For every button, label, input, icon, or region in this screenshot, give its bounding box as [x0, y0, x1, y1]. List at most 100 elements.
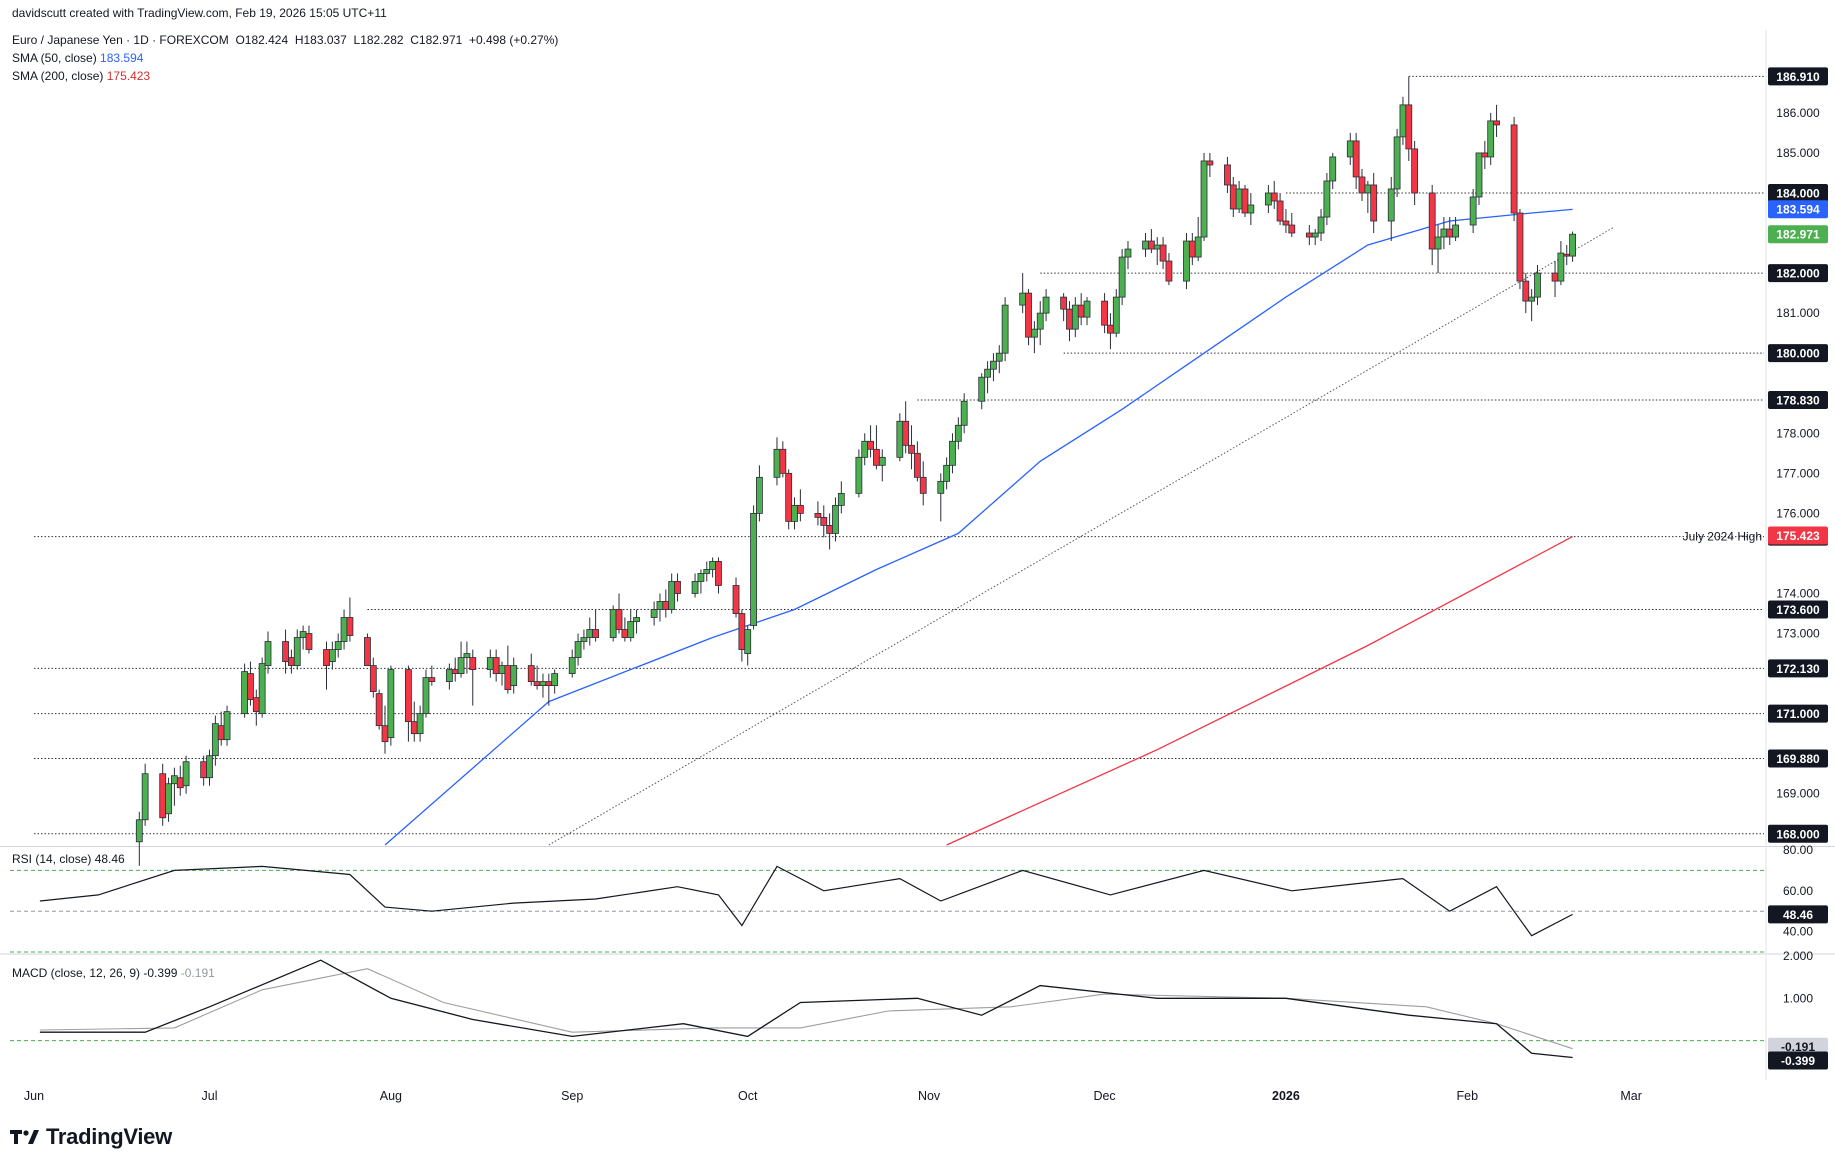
candle-body	[340, 617, 348, 642]
candle-body	[527, 665, 535, 682]
candle-body	[1025, 292, 1032, 338]
candle-down	[469, 649, 477, 706]
candle-down	[288, 649, 295, 674]
candle-body	[1188, 240, 1196, 258]
candle-body	[1060, 296, 1068, 310]
candle-body	[176, 777, 184, 789]
chart-credit: davidscutt created with TradingView.com,…	[12, 6, 387, 20]
candle-up	[943, 457, 951, 490]
candle-up	[1264, 184, 1272, 214]
candle-up	[498, 661, 506, 686]
candle-down	[1101, 293, 1108, 334]
candle-up	[697, 569, 705, 594]
candle-body	[995, 352, 1003, 362]
candle-body	[1475, 152, 1483, 198]
candle-up	[703, 561, 711, 582]
candle-body	[656, 601, 664, 610]
sma200-legend[interactable]: SMA (200, close) 175.423	[12, 69, 150, 83]
candle-down	[820, 505, 828, 538]
candle-body	[1112, 296, 1120, 334]
candle-body	[445, 669, 453, 682]
rsi-pane	[10, 865, 1764, 953]
candle-body	[738, 613, 746, 650]
candle-body	[159, 773, 167, 819]
candle-down	[252, 689, 260, 726]
candle-down	[785, 469, 793, 530]
candle-down	[1516, 209, 1524, 290]
candle-body	[1241, 188, 1249, 214]
candle-down	[779, 441, 787, 478]
candle-body	[919, 476, 927, 494]
candle-up	[627, 609, 635, 642]
macd-legend[interactable]: MACD (close, 12, 26, 9) -0.399 -0.191	[12, 966, 215, 980]
candle-body	[1077, 304, 1085, 318]
candle-body	[779, 448, 787, 474]
candle-up	[580, 629, 588, 650]
candle-down	[1551, 261, 1559, 298]
candle-body	[422, 677, 430, 715]
symbol-name[interactable]: Euro / Japanese Yen · 1D · FOREXCOM	[12, 33, 229, 47]
candle-body	[621, 629, 629, 638]
candle-up	[668, 573, 676, 614]
level-price-label-bg	[1768, 600, 1828, 619]
candle-down	[867, 425, 874, 458]
candle-up	[1112, 289, 1120, 338]
sma50-legend[interactable]: SMA (50, close) 183.594	[12, 51, 143, 65]
candle-body	[902, 420, 910, 446]
candle-body	[135, 819, 143, 843]
candle-body	[1534, 272, 1541, 298]
candle-down	[1060, 293, 1068, 322]
price-axis[interactable]: 169.000 171.000 172.130 173.000 174.000 175.4…	[1768, 67, 1828, 1070]
candle-down	[738, 609, 746, 662]
candle-body	[1030, 328, 1038, 338]
level-price-label-bg	[1768, 344, 1828, 363]
candle-down	[1270, 180, 1278, 210]
current-price-label: 182.971	[1776, 228, 1820, 242]
tradingview-logo[interactable]: TradingView	[10, 1124, 172, 1150]
candle-up	[837, 481, 845, 514]
candle-down	[247, 661, 254, 706]
candle-body	[1399, 104, 1407, 138]
candle-down	[1241, 184, 1249, 218]
candle-up	[574, 633, 582, 666]
candle-body	[837, 492, 845, 506]
time-tick-label: Jul	[202, 1089, 218, 1103]
candle-body	[504, 665, 512, 691]
candle-body	[1019, 292, 1027, 306]
candle-down	[1510, 116, 1518, 222]
candle-up	[171, 767, 178, 806]
candle-body	[668, 581, 676, 610]
candle-body	[1469, 196, 1477, 226]
candle-body	[1370, 184, 1378, 222]
candle-body	[428, 677, 436, 682]
candle-body	[633, 617, 640, 622]
candle-up	[1030, 321, 1038, 354]
candle-body	[305, 633, 313, 650]
candle-up	[299, 625, 307, 650]
candle-body	[580, 637, 588, 642]
candle-body	[1346, 140, 1354, 158]
rsi-legend[interactable]: RSI (14, close) 48.46	[12, 852, 125, 866]
candle-body	[1311, 232, 1319, 238]
time-tick-label: 2026	[1272, 1089, 1300, 1103]
candle-up	[656, 593, 664, 622]
candle-up	[416, 705, 424, 742]
sma50-label: SMA (50, close)	[12, 51, 97, 65]
candle-body	[545, 681, 553, 686]
rsi-price-label-bg	[1768, 905, 1828, 924]
sma200-value: 175.423	[106, 69, 151, 83]
candle-body	[1194, 236, 1202, 258]
candle-body	[1551, 272, 1559, 282]
candle-body	[405, 669, 412, 723]
candle-body	[1270, 192, 1278, 202]
candle-body	[323, 649, 330, 666]
time-tick-label: Oct	[738, 1089, 758, 1103]
candle-body	[826, 524, 834, 534]
candle-down	[908, 425, 915, 470]
candle-down	[1206, 152, 1214, 177]
macd-label: MACD (close, 12, 26, 9)	[12, 966, 141, 980]
candle-down	[592, 609, 600, 642]
candle-body	[615, 609, 623, 630]
candle-body	[1264, 192, 1272, 206]
